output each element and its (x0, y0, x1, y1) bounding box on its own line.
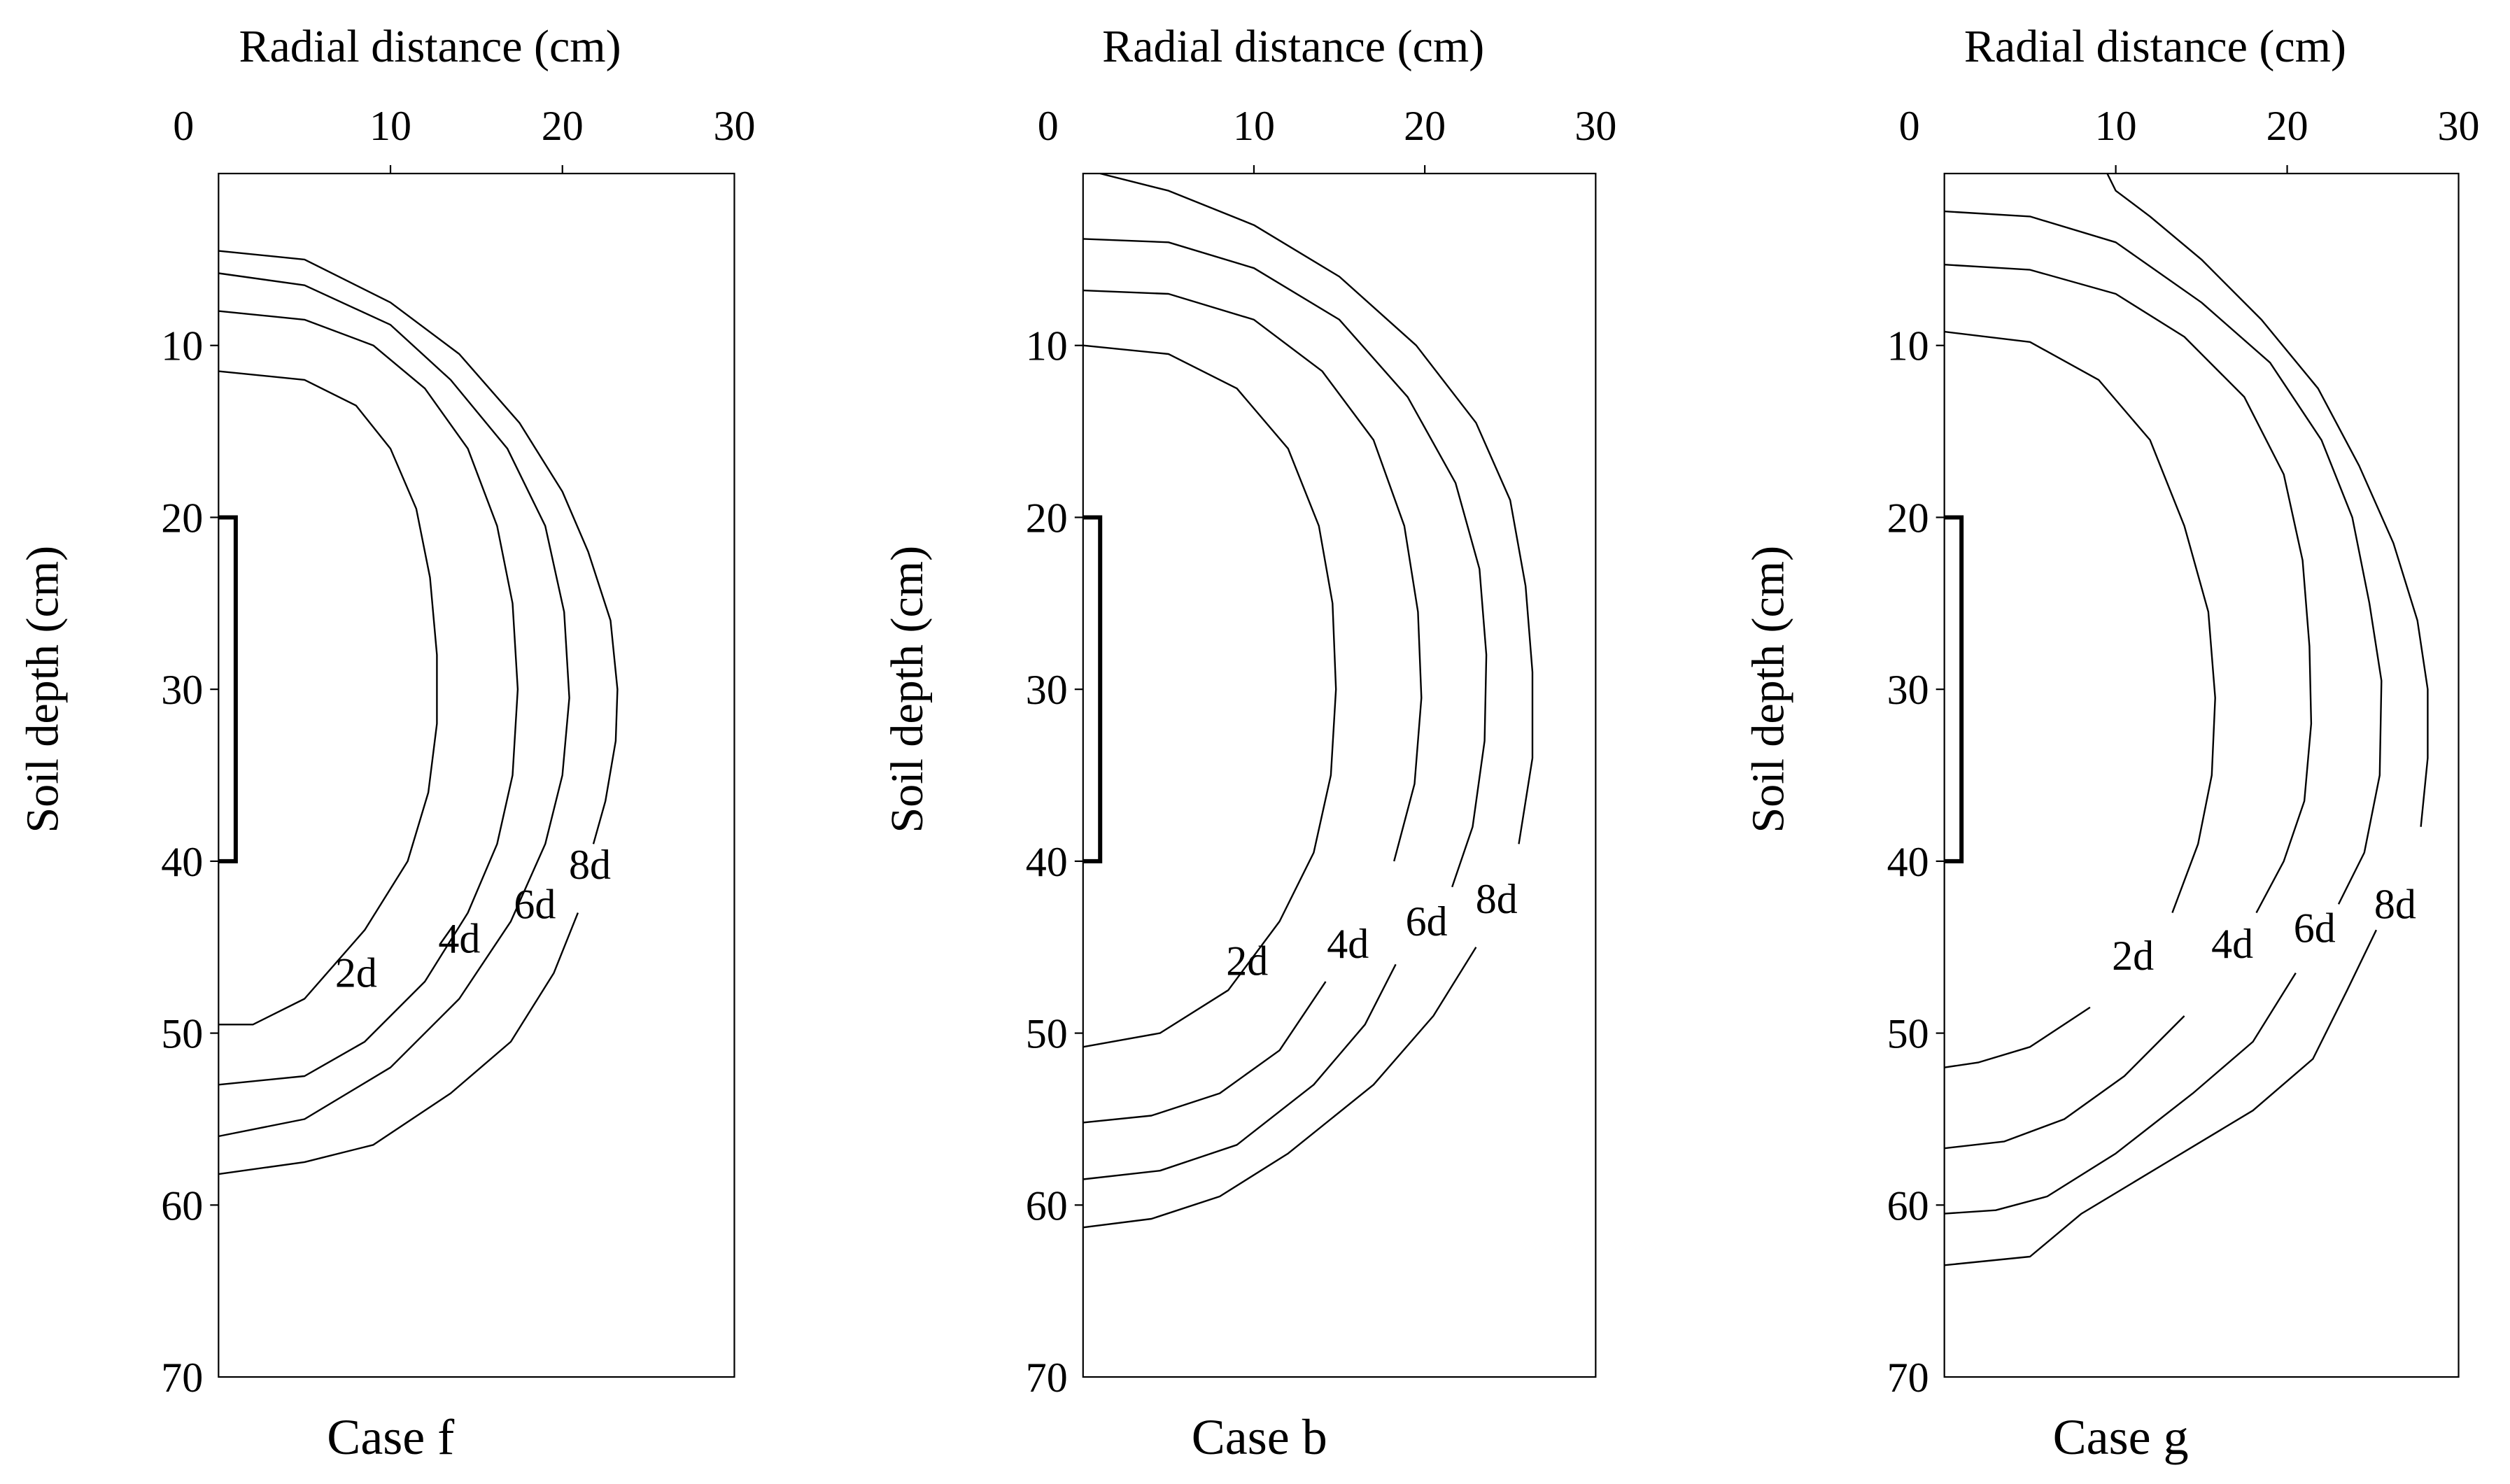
case-label: Case f (327, 1409, 454, 1465)
wetting-front-line (1944, 1006, 2091, 1068)
contour-label-6d: 6d (1406, 898, 1448, 945)
wetting-front-line-2d (1944, 330, 2216, 914)
contour-label-8d: 8d (1476, 876, 1518, 922)
wetting-front-line (1944, 1015, 2185, 1150)
contour-label-6d: 6d (514, 881, 556, 927)
wetting-front-line (1083, 981, 1327, 1124)
x-tick-label: 10 (369, 103, 411, 149)
y-tick-label: 60 (1887, 1182, 1929, 1229)
case-label: Case b (1192, 1409, 1327, 1465)
wetting-front-line-4d (218, 310, 519, 1086)
emitter-bracket (1083, 515, 1103, 863)
x-tick-label: 30 (2438, 103, 2480, 149)
x-tick-label: 20 (1404, 103, 1446, 149)
x-tick-label: 30 (1574, 103, 1616, 149)
x-tick-label: 0 (1899, 103, 1920, 149)
wetting-front-line-8d (1099, 172, 1534, 845)
x-tick-label: 0 (173, 103, 194, 149)
wetting-front-line (1083, 947, 1477, 1229)
chart-panel-case-f: 0 10 20 30 10 20 30 40 50 60 70 Radial distance (cm… (17, 21, 755, 1465)
y-tick-label: 50 (161, 1011, 203, 1057)
y-axis-title: Soil depth (cm) (882, 546, 933, 833)
y-tick-label: 70 (161, 1355, 203, 1401)
y-tick-label: 30 (1026, 667, 1068, 713)
y-tick-label: 70 (1887, 1355, 1929, 1401)
contour-label-8d: 8d (569, 842, 611, 888)
wetting-front-line-6d (1083, 238, 1488, 888)
wetting-front-line-2d (218, 370, 438, 1026)
x-tick-label: 20 (542, 103, 584, 149)
x-axis-title: Radial distance (cm) (239, 21, 621, 72)
y-tick-label: 10 (161, 323, 203, 369)
wetting-front-line-2d (1083, 344, 1337, 1048)
x-axis-title: Radial distance (cm) (1964, 21, 2346, 72)
y-tick-label: 70 (1026, 1355, 1068, 1401)
y-tick-label: 60 (161, 1182, 203, 1229)
emitter-bracket (1944, 515, 1964, 863)
x-tick-label: 10 (1233, 103, 1275, 149)
wetting-front-line-8d (2106, 173, 2429, 827)
plot-frame (218, 172, 735, 1378)
plot-frame (1082, 172, 1597, 1378)
contour-label-2d: 2d (1226, 938, 1268, 984)
contour-label-8d: 8d (2374, 881, 2416, 927)
emitter-bracket (218, 515, 238, 863)
y-tick-label: 20 (1887, 495, 1929, 541)
y-tick-label: 40 (1887, 839, 1929, 885)
x-tick-label: 20 (2266, 103, 2308, 149)
y-tick-label: 60 (1026, 1182, 1068, 1229)
wetting-front-line (218, 912, 579, 1175)
contour-label-4d: 4d (438, 915, 480, 961)
x-axis-title: Radial distance (cm) (1102, 21, 1484, 72)
x-tick-label: 0 (1038, 103, 1059, 149)
y-tick-label: 50 (1887, 1011, 1929, 1057)
contour-label-4d: 4d (2211, 921, 2253, 967)
wetting-front-line-6d (1944, 210, 2383, 905)
wetting-front-line-4d (1083, 289, 1423, 862)
y-tick-label: 30 (1887, 667, 1929, 713)
y-tick-label: 40 (161, 839, 203, 885)
y-tick-label: 20 (161, 495, 203, 541)
wetting-front-line-6d (218, 272, 570, 1138)
contour-label-2d: 2d (2112, 933, 2154, 979)
x-tick-label: 10 (2095, 103, 2137, 149)
contour-label-6d: 6d (2294, 905, 2336, 952)
wetting-front-line (1083, 963, 1397, 1180)
y-axis-title: Soil depth (cm) (1743, 546, 1794, 833)
wetting-front-line (1944, 929, 2377, 1266)
chart-panel-case-g: 0 10 20 30 10 20 30 40 50 60 70 Radial distance (cm… (1743, 21, 2480, 1465)
contour-label-2d: 2d (335, 950, 377, 996)
y-tick-label: 10 (1026, 323, 1068, 369)
wetting-front-line-4d (1944, 264, 2313, 914)
wetting-front-line (1944, 972, 2297, 1215)
wetting-front-line-8d (218, 250, 619, 845)
x-tick-label: 30 (713, 103, 755, 149)
y-tick-label: 20 (1026, 495, 1068, 541)
plot-frame (1943, 172, 2460, 1378)
chart-panel-case-b: 0 10 20 30 10 20 30 40 50 60 70 Radial distance (cm… (882, 21, 1617, 1465)
contour-label-4d: 4d (1327, 921, 1369, 967)
y-tick-label: 10 (1887, 323, 1929, 369)
y-axis-title: Soil depth (cm) (17, 546, 68, 833)
y-tick-label: 40 (1026, 839, 1068, 885)
case-label: Case g (2053, 1409, 2189, 1465)
y-tick-label: 50 (1026, 1011, 1068, 1057)
y-tick-label: 30 (161, 667, 203, 713)
